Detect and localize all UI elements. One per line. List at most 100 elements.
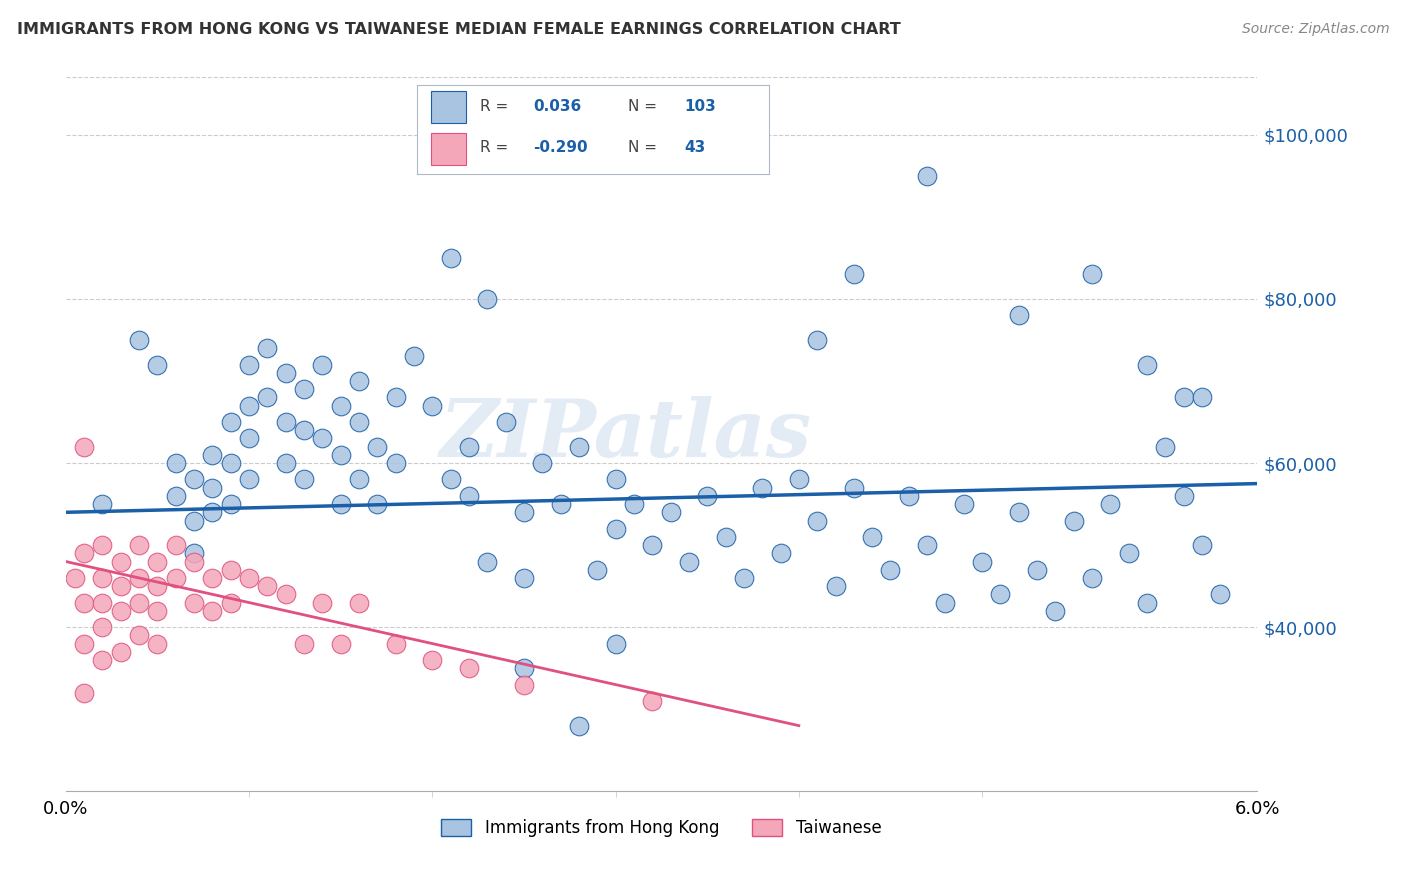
Immigrants from Hong Kong (990, 587, 1012, 601)
Immigrants from Hong Kong (1118, 546, 1140, 560)
Immigrants from Hong Kong (91, 497, 114, 511)
Immigrants from Hong Kong (605, 637, 627, 651)
Immigrants from Hong Kong (128, 333, 150, 347)
Immigrants from Hong Kong (1081, 268, 1104, 282)
Immigrants from Hong Kong (842, 481, 865, 495)
Taiwanese (73, 637, 96, 651)
Immigrants from Hong Kong (219, 456, 242, 470)
Taiwanese (128, 596, 150, 610)
Immigrants from Hong Kong (292, 473, 315, 487)
Immigrants from Hong Kong (568, 440, 591, 454)
Immigrants from Hong Kong (274, 415, 297, 429)
Immigrants from Hong Kong (972, 555, 994, 569)
Taiwanese (219, 563, 242, 577)
Taiwanese (183, 555, 205, 569)
Immigrants from Hong Kong (769, 546, 792, 560)
Immigrants from Hong Kong (568, 718, 591, 732)
Immigrants from Hong Kong (1191, 538, 1213, 552)
Taiwanese (146, 604, 169, 618)
Immigrants from Hong Kong (915, 169, 938, 183)
Taiwanese (201, 604, 224, 618)
Immigrants from Hong Kong (477, 292, 499, 306)
Taiwanese (110, 555, 132, 569)
Taiwanese (183, 596, 205, 610)
Immigrants from Hong Kong (623, 497, 645, 511)
Taiwanese (347, 596, 370, 610)
Immigrants from Hong Kong (329, 399, 352, 413)
Immigrants from Hong Kong (238, 399, 260, 413)
Immigrants from Hong Kong (477, 555, 499, 569)
Immigrants from Hong Kong (1026, 563, 1049, 577)
Immigrants from Hong Kong (366, 497, 388, 511)
Taiwanese (165, 571, 187, 585)
Immigrants from Hong Kong (165, 456, 187, 470)
Immigrants from Hong Kong (420, 399, 443, 413)
Taiwanese (110, 645, 132, 659)
Immigrants from Hong Kong (1209, 587, 1232, 601)
Taiwanese (91, 596, 114, 610)
Immigrants from Hong Kong (550, 497, 572, 511)
Taiwanese (238, 571, 260, 585)
Immigrants from Hong Kong (165, 489, 187, 503)
Taiwanese (73, 546, 96, 560)
Taiwanese (256, 579, 278, 593)
Taiwanese (91, 620, 114, 634)
Immigrants from Hong Kong (513, 571, 536, 585)
Immigrants from Hong Kong (952, 497, 974, 511)
Taiwanese (128, 628, 150, 642)
Immigrants from Hong Kong (1173, 489, 1195, 503)
Immigrants from Hong Kong (513, 661, 536, 675)
Taiwanese (110, 579, 132, 593)
Taiwanese (91, 538, 114, 552)
Immigrants from Hong Kong (256, 391, 278, 405)
Immigrants from Hong Kong (806, 333, 828, 347)
Taiwanese (73, 440, 96, 454)
Taiwanese (128, 538, 150, 552)
Immigrants from Hong Kong (659, 505, 682, 519)
Text: Source: ZipAtlas.com: Source: ZipAtlas.com (1241, 22, 1389, 37)
Immigrants from Hong Kong (1154, 440, 1177, 454)
Immigrants from Hong Kong (347, 415, 370, 429)
Taiwanese (201, 571, 224, 585)
Taiwanese (73, 596, 96, 610)
Immigrants from Hong Kong (733, 571, 755, 585)
Immigrants from Hong Kong (440, 473, 463, 487)
Immigrants from Hong Kong (641, 538, 664, 552)
Immigrants from Hong Kong (1173, 391, 1195, 405)
Text: ZIPatlas: ZIPatlas (440, 396, 811, 473)
Immigrants from Hong Kong (384, 456, 406, 470)
Immigrants from Hong Kong (219, 415, 242, 429)
Immigrants from Hong Kong (440, 251, 463, 265)
Immigrants from Hong Kong (238, 358, 260, 372)
Taiwanese (329, 637, 352, 651)
Immigrants from Hong Kong (787, 473, 810, 487)
Immigrants from Hong Kong (531, 456, 554, 470)
Taiwanese (458, 661, 481, 675)
Immigrants from Hong Kong (1136, 596, 1159, 610)
Immigrants from Hong Kong (1008, 505, 1031, 519)
Immigrants from Hong Kong (495, 415, 517, 429)
Immigrants from Hong Kong (292, 382, 315, 396)
Immigrants from Hong Kong (751, 481, 773, 495)
Immigrants from Hong Kong (329, 497, 352, 511)
Taiwanese (641, 694, 664, 708)
Immigrants from Hong Kong (897, 489, 920, 503)
Immigrants from Hong Kong (1099, 497, 1122, 511)
Taiwanese (63, 571, 86, 585)
Taiwanese (146, 555, 169, 569)
Taiwanese (513, 677, 536, 691)
Immigrants from Hong Kong (879, 563, 901, 577)
Taiwanese (73, 686, 96, 700)
Taiwanese (146, 579, 169, 593)
Immigrants from Hong Kong (292, 423, 315, 437)
Immigrants from Hong Kong (384, 391, 406, 405)
Immigrants from Hong Kong (219, 497, 242, 511)
Immigrants from Hong Kong (1008, 309, 1031, 323)
Taiwanese (384, 637, 406, 651)
Immigrants from Hong Kong (238, 432, 260, 446)
Immigrants from Hong Kong (806, 514, 828, 528)
Taiwanese (292, 637, 315, 651)
Immigrants from Hong Kong (201, 481, 224, 495)
Immigrants from Hong Kong (513, 505, 536, 519)
Immigrants from Hong Kong (678, 555, 700, 569)
